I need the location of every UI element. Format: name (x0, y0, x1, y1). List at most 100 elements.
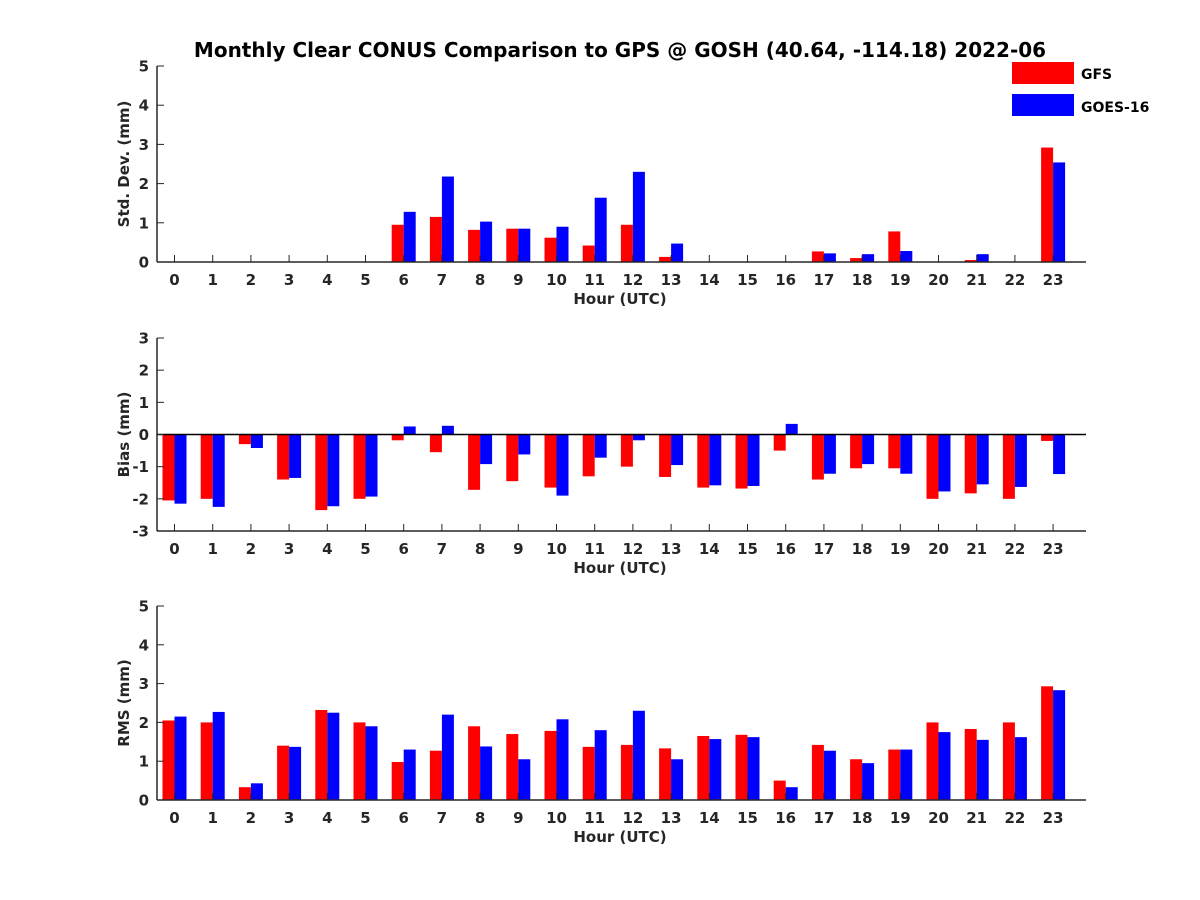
x-tick-label: 12 (622, 809, 643, 827)
y-tick-label: 3 (139, 136, 149, 154)
x-tick-label: 15 (737, 540, 758, 558)
bar-gfs-18 (850, 258, 863, 262)
x-axis-label: Hour (UTC) (573, 559, 666, 577)
y-tick-label: 1 (139, 214, 149, 232)
bar-gfs-22 (1002, 722, 1015, 800)
x-tick-label: 11 (584, 540, 605, 558)
bar-gfs-8 (468, 434, 481, 490)
bar-goes-16-3 (289, 434, 302, 478)
x-tick-label: 9 (513, 540, 523, 558)
bar-goes-16-7 (441, 176, 454, 262)
y-tick-label: 1 (139, 753, 149, 771)
x-tick-label: 19 (890, 540, 911, 558)
x-tick-label: 7 (437, 809, 447, 827)
bar-goes-16-18 (862, 434, 875, 465)
bar-gfs-3 (277, 745, 290, 800)
bar-gfs-8 (468, 726, 481, 800)
x-tick-label: 4 (322, 809, 332, 827)
x-tick-label: 18 (852, 271, 873, 289)
bar-gfs-10 (544, 237, 557, 262)
bar-gfs-0 (162, 434, 175, 501)
y-axis-label: RMS (mm) (115, 659, 133, 746)
bar-gfs-10 (544, 434, 557, 488)
y-tick-label: 5 (139, 58, 149, 76)
bar-goes-16-2 (250, 434, 263, 449)
x-tick-label: 17 (813, 540, 834, 558)
bar-goes-16-10 (556, 719, 569, 800)
x-tick-label: 6 (398, 809, 408, 827)
bar-goes-16-12 (632, 171, 645, 262)
x-tick-label: 9 (513, 271, 523, 289)
bar-gfs-5 (353, 434, 366, 499)
bar-goes-16-9 (518, 228, 531, 262)
x-tick-label: 0 (169, 540, 179, 558)
x-tick-label: 9 (513, 809, 523, 827)
bar-gfs-4 (315, 434, 328, 511)
bar-goes-16-13 (671, 434, 684, 466)
bar-gfs-9 (506, 434, 519, 482)
bar-goes-16-6 (403, 211, 416, 262)
bar-goes-16-16 (785, 423, 798, 435)
bar-goes-16-1 (212, 434, 225, 507)
bar-goes-16-14 (709, 739, 722, 800)
x-tick-label: 3 (284, 540, 294, 558)
x-tick-label: 2 (246, 540, 256, 558)
y-tick-label: 0 (139, 426, 149, 444)
x-tick-label: 4 (322, 540, 332, 558)
bar-gfs-6 (391, 224, 404, 262)
bar-goes-16-23 (1053, 690, 1066, 800)
x-tick-label: 3 (284, 809, 294, 827)
x-tick-label: 14 (699, 809, 720, 827)
y-tick-label: 2 (139, 175, 149, 193)
bar-goes-16-8 (480, 746, 493, 800)
bar-goes-16-11 (594, 434, 607, 458)
bar-gfs-15 (735, 434, 748, 489)
bar-goes-16-4 (327, 434, 340, 507)
x-tick-label: 13 (661, 809, 682, 827)
x-axis-label: Hour (UTC) (573, 828, 666, 846)
x-tick-label: 20 (928, 271, 949, 289)
bar-goes-16-21 (976, 254, 989, 262)
bar-goes-16-17 (823, 750, 836, 800)
bar-goes-16-5 (365, 726, 378, 800)
bar-gfs-20 (926, 434, 939, 499)
x-tick-label: 21 (966, 271, 987, 289)
figure-title: Monthly Clear CONUS Comparison to GPS @ … (194, 38, 1046, 62)
x-tick-label: 11 (584, 809, 605, 827)
y-tick-label: 2 (139, 362, 149, 380)
x-tick-label: 6 (398, 540, 408, 558)
x-tick-label: 14 (699, 271, 720, 289)
bar-gfs-16 (773, 780, 786, 800)
bar-gfs-4 (315, 709, 328, 800)
bar-gfs-8 (468, 229, 481, 262)
bar-gfs-5 (353, 722, 366, 800)
bar-gfs-7 (429, 434, 442, 453)
x-tick-label: 23 (1043, 809, 1064, 827)
x-tick-label: 10 (546, 809, 567, 827)
x-tick-label: 1 (207, 271, 217, 289)
x-tick-label: 15 (737, 809, 758, 827)
x-tick-label: 15 (737, 271, 758, 289)
bar-gfs-23 (1041, 686, 1054, 800)
bar-goes-16-8 (480, 221, 493, 262)
y-tick-label: 0 (139, 792, 149, 810)
bar-goes-16-18 (862, 763, 875, 800)
x-tick-label: 8 (475, 809, 485, 827)
bar-gfs-18 (850, 434, 863, 469)
bar-gfs-21 (964, 260, 977, 262)
x-tick-label: 7 (437, 271, 447, 289)
x-tick-label: 11 (584, 271, 605, 289)
x-tick-label: 16 (775, 271, 796, 289)
x-tick-label: 22 (1004, 540, 1025, 558)
x-tick-label: 19 (890, 271, 911, 289)
bar-gfs-11 (582, 434, 595, 477)
bar-gfs-23 (1041, 434, 1054, 441)
bar-gfs-14 (697, 735, 710, 800)
x-tick-label: 2 (246, 809, 256, 827)
legend-label-gfs: GFS (1081, 67, 1112, 83)
x-tick-label: 12 (622, 540, 643, 558)
bar-gfs-21 (964, 434, 977, 494)
